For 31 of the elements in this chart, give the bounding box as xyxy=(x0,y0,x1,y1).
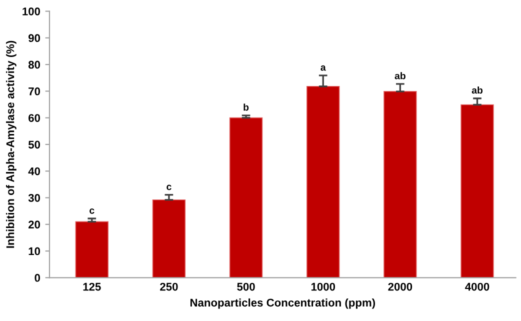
y-tick-label: 10 xyxy=(28,247,40,256)
annotation: b xyxy=(244,104,249,111)
y-tick-label: 100 xyxy=(22,8,40,16)
bar xyxy=(152,199,186,278)
y-tick-label: 30 xyxy=(28,194,40,202)
bar xyxy=(75,221,108,278)
annotation: ab xyxy=(394,72,406,80)
bar xyxy=(306,86,340,278)
y-tick-label: 50 xyxy=(28,140,40,149)
y-tick-label: 90 xyxy=(28,34,40,42)
y-tick-label: 60 xyxy=(28,114,40,122)
y-tick-label: 0 xyxy=(34,274,40,282)
y-axis-title: Inhibition of Alpha-Amylase activity (%) xyxy=(6,40,16,248)
y-tick-label: 40 xyxy=(28,167,40,176)
y-tick-label: 20 xyxy=(28,220,40,229)
annotation: a xyxy=(320,65,326,71)
x-tick-label: 500 xyxy=(237,282,255,291)
y-tick-label: 80 xyxy=(28,60,40,69)
y-tick-label: 70 xyxy=(28,87,40,96)
bar xyxy=(460,104,494,278)
annotation: c xyxy=(90,208,94,214)
x-tick-label: 2000 xyxy=(388,282,412,291)
x-tick-label: 250 xyxy=(160,282,178,291)
annotation: c xyxy=(166,184,172,190)
x-axis-title: Nanoparticles Concentration (ppm) xyxy=(190,298,376,309)
x-tick-label: 1000 xyxy=(311,282,336,291)
x-tick-label: 125 xyxy=(83,282,101,291)
bar xyxy=(384,91,417,278)
bar xyxy=(229,117,263,278)
annotation: ab xyxy=(472,86,483,94)
x-tick-label: 4000 xyxy=(465,282,490,291)
